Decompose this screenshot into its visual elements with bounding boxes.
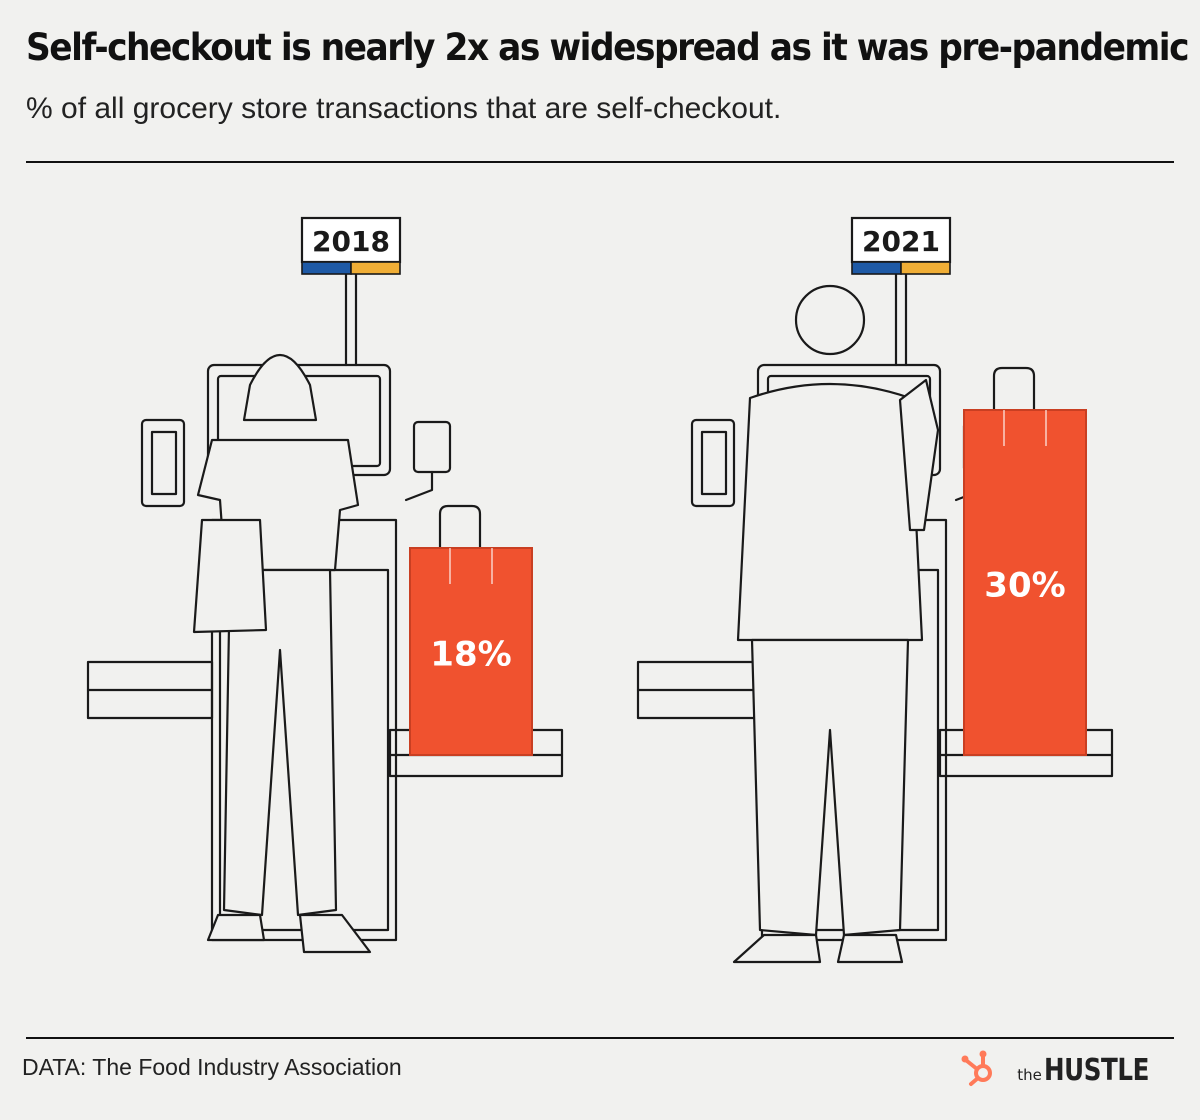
bar-label-2018: 18%: [430, 635, 511, 675]
bar-2021: 30%: [963, 366, 1087, 756]
data-source: DATA: The Food Industry Association: [22, 1054, 402, 1080]
top-divider: [26, 161, 1174, 163]
bar-2018: 18%: [409, 504, 533, 756]
bag-body-2021: [963, 409, 1087, 756]
year-label-2021: 2021: [862, 225, 940, 258]
bag-handle-2018: [438, 504, 482, 570]
year-label-2018: 2018: [312, 225, 390, 258]
year-sign-2018: 2018: [300, 216, 402, 275]
brand-logo: the HUSTLE: [959, 1048, 1172, 1088]
bag-handle-2021: [992, 366, 1036, 432]
logo-the: the: [1017, 1066, 1042, 1084]
bag-fold-2021: [1003, 410, 1047, 446]
chart-illustration: 2018 2021 18% 30%: [86, 216, 1114, 964]
bag-fold-2018: [449, 548, 493, 584]
year-sign-2021: 2021: [850, 216, 952, 275]
bag-body-2018: [409, 547, 533, 756]
logo-wordmark: the HUSTLE: [1017, 1053, 1172, 1088]
chart-title: Self-checkout is nearly 2x as widespread…: [26, 26, 1190, 69]
shopper-2021: [732, 284, 940, 964]
bar-label-2021: 30%: [984, 566, 1065, 606]
logo-hustle: HUSTLE: [1043, 1053, 1149, 1088]
bottom-divider: [26, 1037, 1174, 1039]
chart-subtitle: % of all grocery store transactions that…: [26, 92, 782, 125]
shopper-2018: [192, 354, 372, 954]
sprocket-icon: [961, 1050, 993, 1086]
